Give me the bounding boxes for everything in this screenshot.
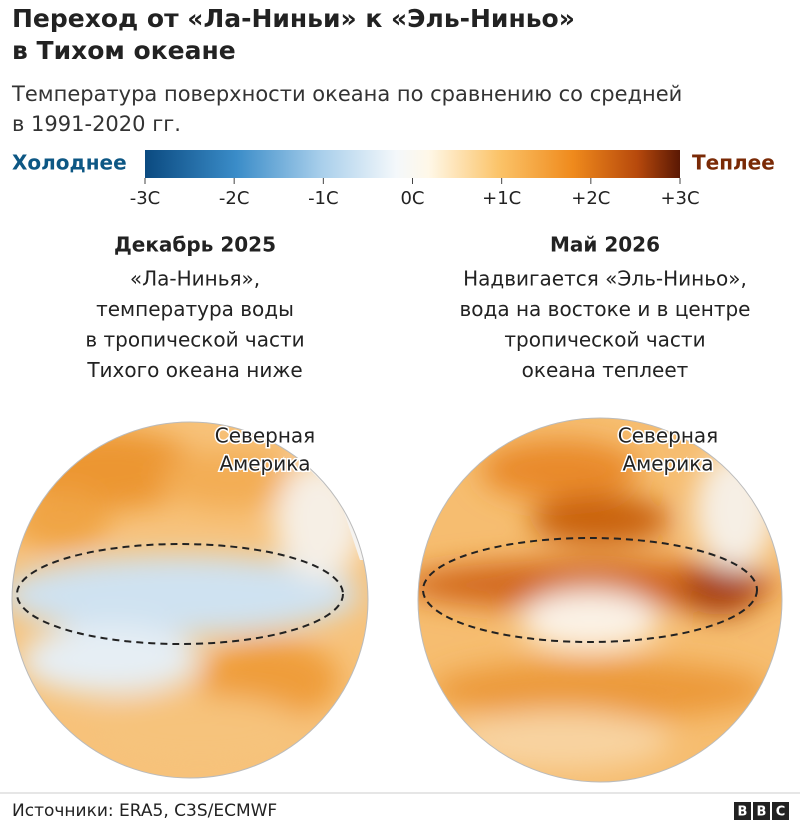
panel-description: температура воды bbox=[96, 297, 294, 321]
logo-box bbox=[753, 802, 770, 820]
tick-label: +1C bbox=[482, 188, 521, 209]
logo-letter: C bbox=[776, 805, 786, 820]
panel-description: тропической части bbox=[504, 328, 705, 352]
region-label: Северная bbox=[618, 424, 718, 448]
logo-letter: B bbox=[738, 805, 748, 820]
subtitle: в 1991-2020 гг. bbox=[12, 112, 181, 136]
logo-box bbox=[734, 802, 751, 820]
color-bar bbox=[145, 150, 680, 178]
tick-label: -2C bbox=[219, 188, 250, 209]
title: в Тихом океане bbox=[12, 36, 236, 65]
tick-label: -3C bbox=[130, 188, 161, 209]
panel-description: «Ла-Нинья», bbox=[130, 267, 260, 291]
globe bbox=[418, 418, 782, 782]
subtitle: Температура поверхности океана по сравне… bbox=[11, 82, 682, 106]
warm-label: Теплее bbox=[692, 151, 775, 175]
panel-description: в тропической части bbox=[85, 328, 304, 352]
source: Источники: ERA5, C3S/ECMWF bbox=[12, 801, 277, 821]
panel-title: Декабрь 2025 bbox=[114, 233, 276, 257]
equator-zone bbox=[422, 537, 758, 643]
region-label: Северная bbox=[215, 424, 315, 448]
tick-label: -1C bbox=[308, 188, 339, 209]
cold-label: Холоднее bbox=[12, 151, 127, 175]
panel-title: Май 2026 bbox=[550, 233, 660, 257]
tick-label: +2C bbox=[571, 188, 610, 209]
panel-description: вода на востоке и в центре bbox=[460, 297, 751, 321]
tick-label: 0C bbox=[400, 188, 424, 209]
logo-letter: B bbox=[757, 805, 767, 820]
region-label: Америка bbox=[219, 452, 310, 476]
panel-description: Тихого океана ниже bbox=[86, 358, 302, 382]
panels: Декабрь 2025 «Ла-Нинья», температура воды в… bbox=[11, 233, 783, 783]
equator-zone bbox=[16, 543, 344, 645]
color-ticks: -3C -2C -1C 0C +1C +2C +3C bbox=[130, 178, 700, 209]
panel-description: океана теплеет bbox=[522, 358, 689, 382]
globe bbox=[12, 422, 368, 778]
panel-description: Надвигается «Эль-Ниньо», bbox=[463, 267, 747, 291]
title: Переход от «Ла-Ниньи» к «Эль-Ниньо» bbox=[12, 4, 575, 33]
region-label: Америка bbox=[622, 452, 713, 476]
tick-label: +3C bbox=[660, 188, 699, 209]
logo-box bbox=[772, 802, 789, 820]
